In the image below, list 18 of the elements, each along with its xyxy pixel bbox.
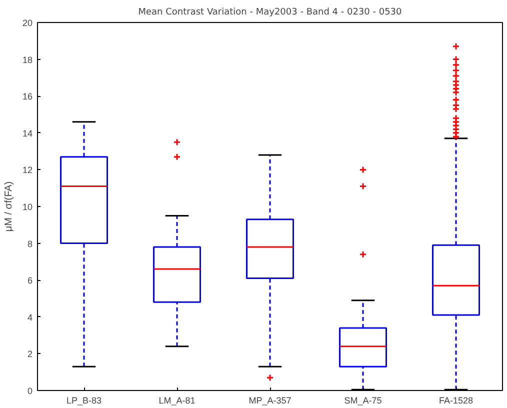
y-tick-label: 18 [22, 54, 33, 65]
y-tick-label: 10 [22, 202, 33, 212]
chart-title: Mean Contrast Variation - May2003 - Band 4 - 0230 - 0530 [138, 8, 402, 18]
y-tick-label: 6 [27, 276, 33, 286]
y-tick-label: 16 [22, 92, 33, 102]
y-tick-label: 14 [22, 128, 33, 138]
y-tick-label: 12 [22, 165, 33, 176]
x-tick-label: LP_B-83 [66, 396, 102, 406]
x-tick-label: MP_A-357 [248, 396, 292, 406]
y-tick-label: 0 [27, 386, 33, 396]
x-tick-label: LM_A-81 [158, 396, 196, 406]
y-tick-label: 2 [27, 349, 33, 360]
y-tick-label: 4 [27, 312, 33, 322]
y-tick-label: 8 [27, 238, 33, 249]
y-tick-label: 20 [22, 18, 33, 28]
x-tick-label: SM_A-75 [344, 396, 382, 406]
x-tick-label: FA-1528 [438, 396, 474, 406]
y-axis-title: μM / σf(FA) [3, 181, 14, 232]
